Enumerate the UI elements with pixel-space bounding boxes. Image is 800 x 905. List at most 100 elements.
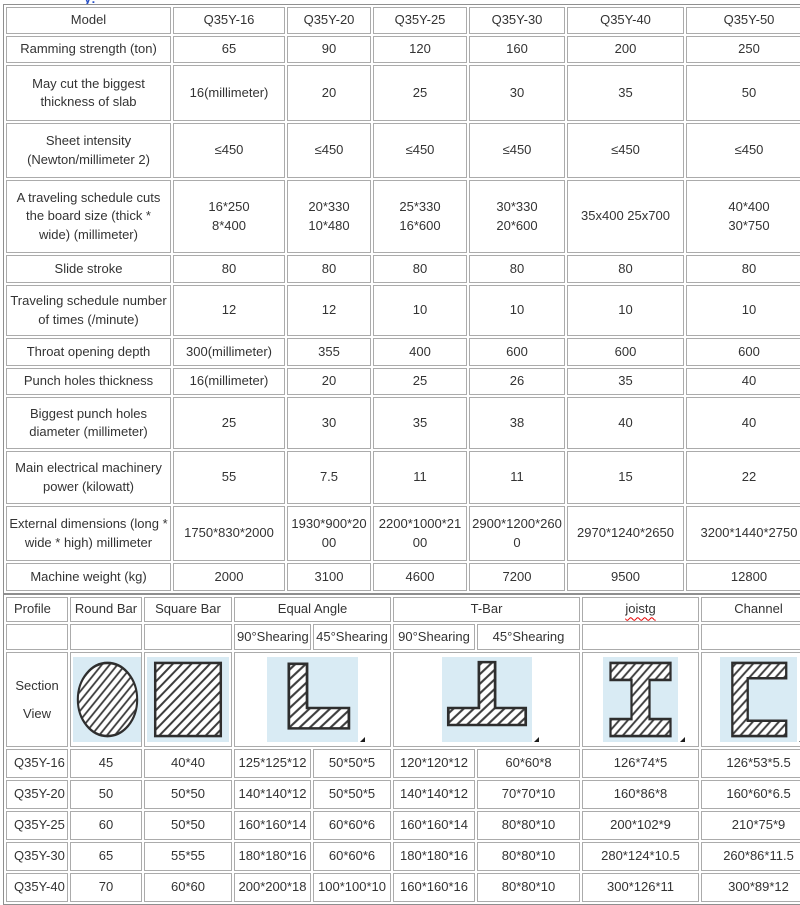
spec-header-cell: Q35Y-30 [469,7,565,34]
profile-subheader-row: 90°Shearing 45°Shearing 90°Shearing 45°Shea… [6,624,800,650]
round-bar-section-cell [70,652,142,747]
spec-row: External dimensions (long * wide * high)… [6,506,800,561]
profile-value-cell: 180*180*16 [393,842,475,871]
spec-value-cell: ≤450 [469,123,565,178]
spec-value-cell: 65 [173,36,285,63]
spec-value-cell: 600 [567,338,684,366]
spec-value-cell: 3200*1440*2750 [686,506,800,561]
spec-row: Punch holes thickness 16(millimeter) 20 25 2… [6,368,800,395]
profile-value-cell: 120*120*12 [393,749,475,778]
profile-table: Profile Round Bar Square Bar Equal Angle T-B… [3,594,800,905]
spec-header-cell: Q35Y-40 [567,7,684,34]
spec-value-cell: 20*330 10*480 [287,180,371,253]
profile-value-cell: 160*160*14 [393,811,475,840]
spec-value-cell: ≤450 [567,123,684,178]
spec-row-label: Machine weight (kg) [6,563,171,591]
profile-value-cell: 70*70*10 [477,780,581,809]
section-view-row: Section View [6,652,800,747]
spec-value-cell: 11 [373,451,467,504]
spec-value-cell: 400 [373,338,467,366]
profile-value-cell: 60*60 [144,873,232,902]
spec-value-cell: 10 [469,285,565,336]
spec-row-label: Throat opening depth [6,338,171,366]
channel-section-cell [701,652,800,747]
spec-value-cell: 2000 [173,563,285,591]
spec-value-cell: 10 [686,285,800,336]
profile-value-cell: 50*50*5 [313,749,391,778]
spec-value-cell: 120 [373,36,467,63]
spec-header-cell: Q35Y-16 [173,7,285,34]
spec-value-cell: 35 [567,65,684,121]
profile-row: Q35Y-20 50 50*50 140*140*12 50*50*5 140*140*1… [6,780,800,809]
spec-value-cell: 200 [567,36,684,63]
spec-value-cell: 300(millimeter) [173,338,285,366]
spec-value-cell: 25 [173,397,285,449]
profile-value-cell: 45 [70,749,142,778]
profile-value-cell: 80*80*10 [477,842,581,871]
spec-row: A traveling schedule cuts the board size… [6,180,800,253]
spec-header-row: Model Q35Y-16 Q35Y-20 Q35Y-25 Q35Y-30 Q35Y-40… [6,7,800,34]
round-bar-section-icon [73,657,141,742]
spec-value-cell: 40 [686,368,800,395]
profile-value-cell: 100*100*10 [313,873,391,902]
spec-value-cell: 4600 [373,563,467,591]
profile-value-cell: 160*160*14 [234,811,311,840]
spec-row: Slide stroke 80 80 80 80 80 80 [6,255,800,283]
profile-value-cell: 40*40 [144,749,232,778]
spec-value-cell: 12800 [686,563,800,591]
joist-section-icon [603,657,686,742]
spec-value-cell: 50 [686,65,800,121]
profile-value-cell: 50*50 [144,780,232,809]
spec-value-cell: 3100 [287,563,371,591]
spec-value-cell: 16(millimeter) [173,65,285,121]
spec-header-cell: Q35Y-20 [287,7,371,34]
spec-row-label: Slide stroke [6,255,171,283]
spec-value-cell: 55 [173,451,285,504]
profile-header-cell: Profile [6,597,68,622]
profile-value-cell: 160*86*8 [582,780,700,809]
spec-value-cell: 80 [686,255,800,283]
profile-value-cell: 126*74*5 [582,749,700,778]
profile-row: Q35Y-40 70 60*60 200*200*18 100*100*10 160*16… [6,873,800,902]
profile-subheader-cell: 90°Shearing [234,624,311,650]
corner-artifact [533,737,539,742]
profile-subheader-empty-cell [70,624,142,650]
profile-header-cell: Round Bar [70,597,142,622]
spec-row: Throat opening depth 300(millimeter) 355 40… [6,338,800,366]
spec-row: Machine weight (kg) 2000 3100 4600 7200 9500 1… [6,563,800,591]
spec-row: Ramming strength (ton) 65 90 120 160 200 250 [6,36,800,63]
profile-value-cell: 80*80*10 [477,811,581,840]
profile-subheader-empty-cell [144,624,232,650]
spec-value-cell: 80 [373,255,467,283]
spec-value-cell: 35 [373,397,467,449]
spec-value-cell: 10 [567,285,684,336]
profile-header-cell: Channel [701,597,800,622]
profile-value-cell: 60*60*6 [313,842,391,871]
channel-section-icon [720,657,800,742]
spec-value-cell: 22 [686,451,800,504]
profile-value-cell: 280*124*10.5 [582,842,700,871]
spec-value-cell: 80 [173,255,285,283]
spec-header-cell: Model [6,7,171,34]
profile-value-cell: 50*50*5 [313,780,391,809]
profile-value-cell: 50 [70,780,142,809]
profile-value-cell: 80*80*10 [477,873,581,902]
spec-value-cell: 16(millimeter) [173,368,285,395]
spec-row-label: External dimensions (long * wide * high)… [6,506,171,561]
profile-row: Q35Y-16 45 40*40 125*125*12 50*50*5 120*120*1… [6,749,800,778]
profile-value-cell: 60 [70,811,142,840]
profile-header-cell: Square Bar [144,597,232,622]
profile-value-cell: 140*140*12 [393,780,475,809]
profile-row-label: Q35Y-16 [6,749,68,778]
profile-row-label: Q35Y-25 [6,811,68,840]
spec-value-cell: 7.5 [287,451,371,504]
spec-value-cell: 40 [686,397,800,449]
profile-row-label: Q35Y-30 [6,842,68,871]
spec-value-cell: 40*400 30*750 [686,180,800,253]
profile-value-cell: 60*60*6 [313,811,391,840]
spec-value-cell: 35x400 25x700 [567,180,684,253]
profile-row-label: Q35Y-40 [6,873,68,902]
spec-value-cell: 12 [173,285,285,336]
spec-value-cell: 80 [567,255,684,283]
